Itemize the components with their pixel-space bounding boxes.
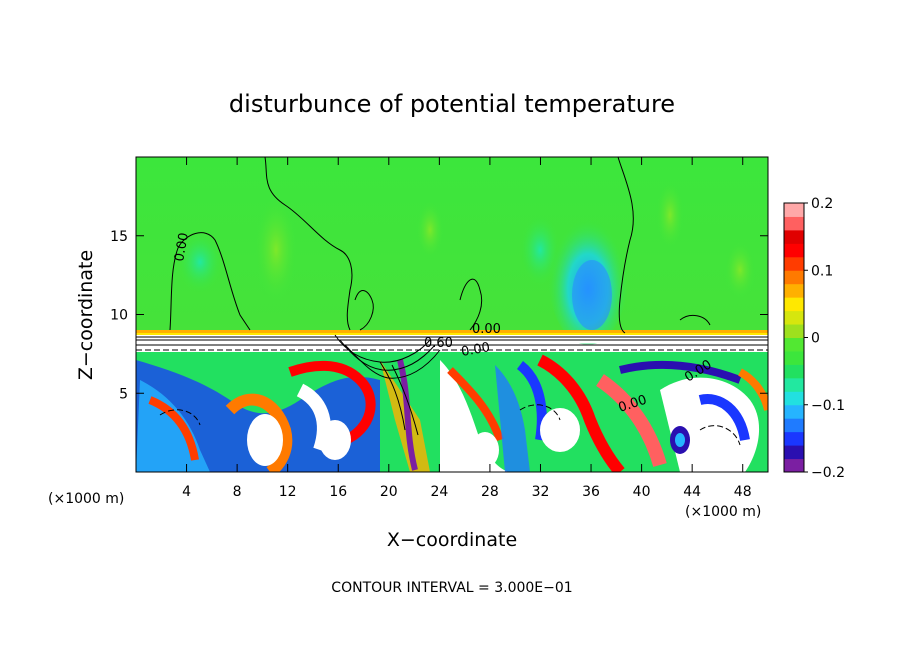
- x-tick-label: 36: [582, 484, 600, 500]
- colorbar-segment: [784, 256, 804, 271]
- x-tick-label: 44: [683, 484, 701, 500]
- colorbar-segment: [784, 283, 804, 298]
- x-axis-label: X−coordinate: [387, 529, 517, 551]
- x-tick-label: 28: [481, 484, 499, 500]
- turbulent-structures: [136, 354, 768, 472]
- x-unit-label: (×1000 m): [685, 504, 761, 520]
- colorbar-segment: [784, 458, 804, 473]
- plot-area: 0.00 0.00 0.60 0.00 0.00 0.00: [136, 157, 768, 472]
- field-patch: [656, 180, 684, 250]
- colorbar-tick-label: 0.2: [811, 196, 833, 212]
- inversion-band: [136, 330, 768, 333]
- colorbar-segment: [784, 350, 804, 365]
- y-axis-label: Z−coordinate: [75, 250, 97, 380]
- inversion-band: [136, 335, 768, 343]
- y-tick-label: 10: [110, 308, 128, 324]
- field-patch: [416, 200, 444, 260]
- x-tick-label: 20: [380, 484, 398, 500]
- colorbar-tick-label: 0.1: [811, 263, 833, 279]
- colorbar-segment: [784, 364, 804, 379]
- colorbar: [784, 203, 804, 473]
- x-tick-label: 32: [532, 484, 550, 500]
- x-tick-label: 12: [279, 484, 297, 500]
- inversion-contours: [136, 336, 768, 351]
- x-tick-label: 48: [734, 484, 752, 500]
- contour-lines: [159, 157, 741, 446]
- colorbar-tick-label: −0.2: [811, 465, 845, 481]
- colorbar-segment: [784, 324, 804, 338]
- y-tick-label: 15: [110, 229, 128, 245]
- colorbar-segment: [784, 310, 804, 325]
- colorbar-tick-label: −0.1: [811, 398, 845, 414]
- colorbar-segment: [784, 391, 804, 406]
- inversion-band: [136, 333, 768, 335]
- colorbar-segment: [784, 404, 804, 419]
- contour-label: 0.00: [172, 232, 192, 263]
- x-tick-label: 16: [329, 484, 347, 500]
- z-unit-label: (×1000 m): [48, 491, 124, 507]
- contour-label: 0.00: [460, 340, 491, 360]
- contour-label: 0.00: [472, 322, 501, 337]
- colorbar-segment: [784, 243, 804, 258]
- colorbar-segment: [784, 431, 804, 446]
- x-tick-label: 24: [430, 484, 448, 500]
- colorbar-segment: [784, 229, 804, 244]
- colorbar-segment: [784, 445, 804, 460]
- x-axis: 4 8 12 16 20 24 28 32 36 40 44 48: [182, 157, 752, 500]
- colorbar-segment: [784, 270, 804, 285]
- contour-interval-caption: CONTOUR INTERVAL = 3.000E−01: [331, 580, 572, 596]
- colorbar-segment: [784, 297, 804, 312]
- colorbar-segment: [784, 203, 804, 217]
- field-patch: [178, 232, 222, 292]
- colorbar-segment: [784, 337, 804, 352]
- colorbar-segment: [784, 418, 804, 433]
- y-axis: 5 10 15: [110, 229, 768, 402]
- x-tick-label: 8: [233, 484, 242, 500]
- y-tick-label: 5: [119, 386, 128, 402]
- colorbar-tick-label: 0: [811, 331, 820, 347]
- blue-anomaly: [572, 260, 612, 330]
- colorbar-segment: [784, 377, 804, 392]
- field-patch: [724, 240, 756, 300]
- colorbar-ticks: 0.2 0.1 0 −0.1 −0.2: [804, 196, 845, 481]
- x-tick-label: 40: [633, 484, 651, 500]
- field-patch: [254, 195, 298, 305]
- chart-title: disturbunce of potential temperature: [229, 90, 675, 118]
- x-tick-label: 4: [182, 484, 191, 500]
- contour-label: 0.60: [424, 336, 453, 351]
- colorbar-segment: [784, 216, 804, 231]
